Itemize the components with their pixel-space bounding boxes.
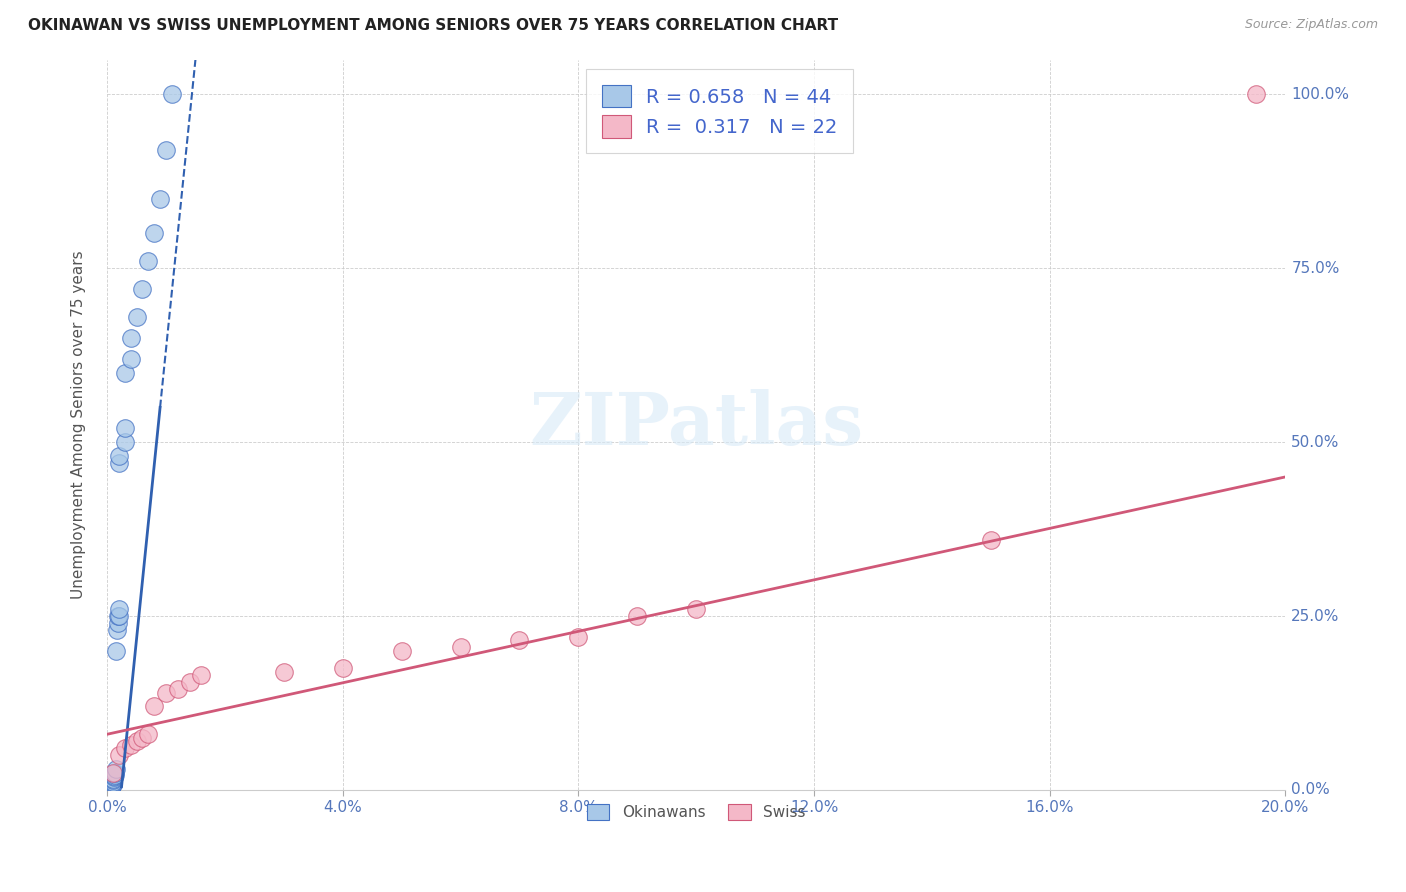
Point [105,644,128,658]
Legend: Okinawans, Swiss: Okinawans, Swiss [581,797,813,826]
Text: ZIPatlas: ZIPatlas [529,389,863,460]
Point [160,87,183,102]
Point [125,734,148,748]
Point [114,366,136,380]
Point [101,777,124,791]
Point [332,661,354,675]
Point [98,780,121,795]
Point [101,778,124,792]
Point [101,776,124,790]
Point [101,773,124,788]
Point [508,633,530,648]
Point [104,765,127,780]
Point [125,310,148,324]
Point [101,774,124,789]
Point [685,602,707,616]
Point [104,762,127,776]
Text: 100.0%: 100.0% [1291,87,1350,102]
Point [131,731,153,745]
Point [100,780,122,795]
Point [626,609,648,624]
Point [108,602,131,616]
Point [103,771,125,785]
Point [108,609,131,624]
Text: Source: ZipAtlas.com: Source: ZipAtlas.com [1244,18,1378,31]
Point [190,668,212,682]
Point [1244,87,1267,102]
Point [101,765,124,780]
Point [107,615,129,630]
Point [273,665,295,679]
Text: 0.0%: 0.0% [1291,782,1330,797]
Point [97,782,120,797]
Point [101,779,124,793]
Text: OKINAWAN VS SWISS UNEMPLOYMENT AMONG SENIORS OVER 75 YEARS CORRELATION CHART: OKINAWAN VS SWISS UNEMPLOYMENT AMONG SEN… [28,18,838,33]
Point [101,772,124,786]
Point [391,644,413,658]
Point [179,675,201,690]
Point [98,781,121,796]
Point [155,685,177,699]
Point [143,699,166,714]
Point [155,143,177,157]
Point [107,609,129,624]
Point [104,767,127,781]
Point [120,331,142,345]
Point [120,738,142,752]
Point [149,192,172,206]
Point [980,533,1002,547]
Point [98,782,121,797]
Point [136,727,159,741]
Point [108,449,131,463]
Point [120,351,142,366]
Point [101,780,124,794]
Point [100,780,122,795]
Point [166,681,188,696]
Point [567,630,589,644]
Point [136,254,159,268]
Point [114,435,136,450]
Point [114,741,136,756]
Point [108,456,131,470]
Point [98,781,121,796]
Text: 50.0%: 50.0% [1291,434,1340,450]
Point [101,777,124,791]
Point [98,781,121,796]
Point [105,623,128,637]
Point [103,769,125,783]
Point [450,640,472,655]
Text: 25.0%: 25.0% [1291,608,1340,624]
Point [114,421,136,435]
Point [131,282,153,296]
Point [100,780,122,794]
Y-axis label: Unemployment Among Seniors over 75 years: Unemployment Among Seniors over 75 years [72,251,86,599]
Point [143,227,166,241]
Point [108,748,131,763]
Point [100,780,122,794]
Text: 75.0%: 75.0% [1291,260,1340,276]
